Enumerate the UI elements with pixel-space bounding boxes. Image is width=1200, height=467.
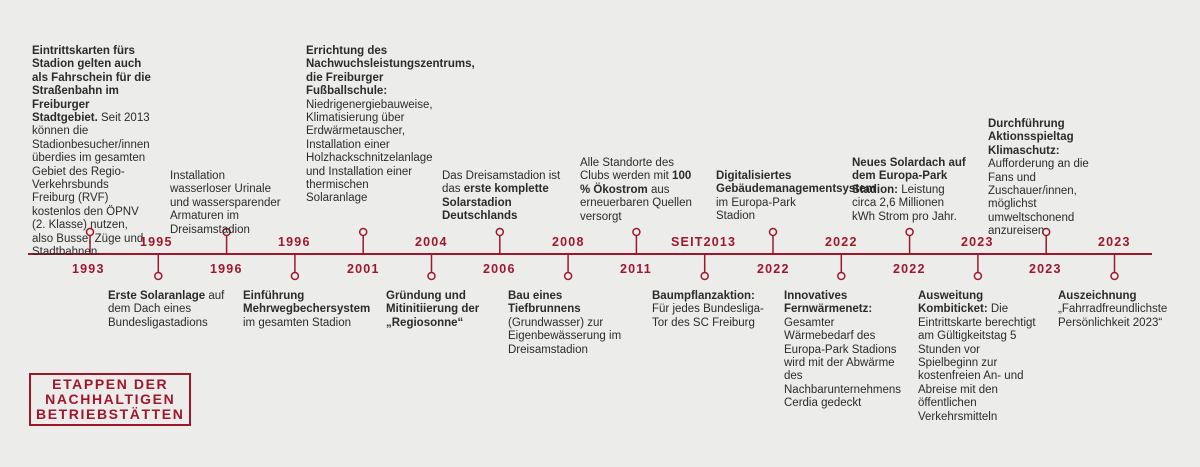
event-text-2023-ticket: Ausweitung Kombiticket: Die Eintrittskar…: [918, 290, 1042, 424]
event-2022a-bold: Digitalisiertes Gebäudemanagementsystem: [716, 170, 876, 196]
event-marker: [973, 271, 983, 281]
year-label-2022b: 2022: [825, 235, 858, 249]
event-1996a-text: Installation wasserloser Urinale und was…: [170, 170, 281, 236]
event-2011-bold: 100 % Ökostrom: [580, 170, 692, 196]
year-label-1993: 1993: [72, 262, 105, 276]
event-marker: [632, 227, 641, 237]
event-2006-pre: Das Dreisamstadion ist das: [442, 170, 561, 196]
event-marker: [563, 271, 573, 281]
event-marker: [358, 227, 368, 237]
event-marker: [427, 271, 436, 281]
event-1996b-bold: Einführung Mehrwegbechersystem: [243, 290, 371, 316]
event-2023a-bold: Ausweitung Kombiticket:: [918, 290, 988, 316]
diagram-title-box: ETAPPEN DER NACHHALTIGEN BETRIEBSTÄTTEN: [29, 373, 192, 426]
year-label-2023c: 2023: [1098, 235, 1131, 249]
event-text-2023-award: Auszeichnung „Fahrradfreundlichste Persö…: [1058, 290, 1184, 330]
event-text-2004: Gründung und Mitinitiierung der „Regioso…: [386, 290, 496, 330]
event-1996b-text: im gesamten Stadion: [243, 316, 352, 329]
year-label-1996b: 1996: [278, 235, 311, 249]
year-label-2011: 2011: [620, 262, 652, 276]
event-marker: [222, 227, 231, 237]
year-label-2022a: 2022: [757, 262, 790, 276]
event-text-2006: Das Dreisamstadion ist das erste komplet…: [442, 170, 562, 224]
event-text-2011: Alle Standorte des Clubs werden mit 100 …: [580, 157, 692, 224]
event-2023b-bold: Durchführung Aktionsspieltag Klimaschutz…: [988, 118, 1074, 157]
event-1993-text: Seit 2013 können die Stadionbesucher/inn…: [32, 112, 150, 259]
event-1995-bold: Erste Solaranlage: [108, 290, 206, 302]
event-marker: [1041, 227, 1051, 237]
event-marker: [1110, 271, 1119, 281]
event-text-1995: Erste Solaranlage auf dem Dach eines Bun…: [108, 290, 226, 330]
year-label-1996a: 1996: [210, 262, 243, 276]
year-label-2008: 2008: [552, 235, 585, 249]
year-label-2001: 2001: [347, 262, 380, 276]
event-marker: [154, 271, 163, 281]
event-2001-bold: Errichtung des Nachwuchsleistungszentrum…: [306, 45, 475, 98]
event-2004-bold: Gründung und Mitinitiierung der „Regioso…: [386, 290, 480, 329]
event-1995-text: auf dem Dach eines Bundesligastadions: [108, 290, 225, 329]
event-2011-text: aus erneuerbaren Quellen versorgt: [580, 183, 692, 223]
event-1993-bold: Eintrittskarten fürs Stadion gelten auch…: [32, 45, 151, 125]
year-label-2004: 2004: [415, 235, 448, 249]
event-2008-text: (Grundwasser) zur Eigenbewässerung im Dr…: [508, 316, 622, 356]
event-2023b-text: Aufforderung an die Fans und Zuschauer/i…: [988, 158, 1089, 238]
event-2023c-text: „Fahrradfreundlichste Persönlichkeit 202…: [1058, 303, 1168, 329]
year-label-2023b: 2023: [1029, 262, 1062, 276]
event-text-2008: Bau eines Tiefbrunnens (Grundwasser) zur…: [508, 290, 634, 357]
event-2011-pre: Alle Standorte des Clubs werden mit: [580, 157, 674, 183]
event-text-1996-urinals: Installation wasserloser Urinale und was…: [170, 170, 288, 237]
title-line-2: NACHHALTIGEN: [45, 391, 176, 407]
year-label-2023a: 2023: [961, 235, 994, 249]
event-2001-text: Niedrigenergiebauweise, Klimatisierung ü…: [306, 98, 433, 205]
event-2022b-bold: Innovatives Fernwärmenetz:: [784, 290, 873, 316]
event-text-1993: Eintrittskarten fürs Stadion gelten auch…: [32, 45, 152, 260]
event-text-2022-digital: Digitalisiertes Gebäudemanagementsystem …: [716, 170, 876, 224]
event-2022b-text: Gesamter Wärmebedarf des Europa-Park Sta…: [784, 316, 901, 410]
event-seit2013-text: Für jedes Bundesliga-Tor des SC Freiburg: [652, 303, 764, 329]
event-2022a-text: im Europa-Park Stadion: [716, 196, 796, 223]
event-marker: [905, 227, 914, 237]
event-marker: [837, 271, 846, 281]
event-marker: [290, 271, 300, 281]
event-2023a-text: Die Eintrittskarte berechtigt am Gültigk…: [918, 303, 1036, 423]
year-label-2006: 2006: [483, 262, 516, 276]
event-text-2022-heat: Innovatives Fernwärmenetz: Gesamter Wärm…: [784, 290, 901, 411]
title-line-1: ETAPPEN DER: [52, 376, 169, 392]
event-2022c-text: Leistung circa 2,6 Millionen kWh Strom p…: [852, 183, 957, 223]
event-2023c-bold: Auszeichnung: [1058, 290, 1137, 302]
event-seit2013-bold: Baumpflanzaktion:: [652, 290, 755, 302]
event-2008-bold: Bau eines Tiefbrunnens: [508, 290, 581, 316]
event-text-1996-cups: Einführung Mehrwegbechersystem im gesamt…: [243, 290, 370, 330]
year-label-1995: 1995: [140, 235, 173, 249]
event-marker: [495, 227, 505, 237]
event-marker: [700, 271, 709, 281]
event-2022c-bold: Neues Solardach auf dem Europa-Park Stad…: [852, 157, 966, 196]
year-label-seit2013: SEIT2013: [671, 235, 737, 249]
event-text-seit2013: Baumpflanzaktion: Für jedes Bundesliga-T…: [652, 290, 770, 330]
event-marker: [85, 227, 95, 237]
year-label-2022c: 2022: [893, 262, 926, 276]
title-line-3: BETRIEBSTÄTTEN: [36, 406, 185, 422]
event-2006-bold: erste komplette Solarstadion Deutschland…: [442, 183, 549, 223]
event-marker: [768, 227, 778, 237]
event-text-2001: Errichtung des Nachwuchsleistungszentrum…: [306, 45, 475, 206]
event-text-2023-climate: Durchführung Aktionsspieltag Klimaschutz…: [988, 118, 1102, 239]
event-text-2022-solar: Neues Solardach auf dem Europa-Park Stad…: [852, 157, 968, 224]
